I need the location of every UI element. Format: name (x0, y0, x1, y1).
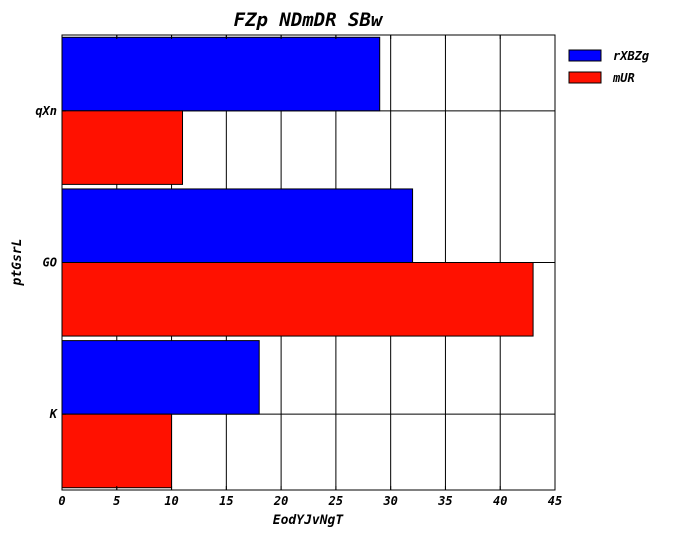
x-tick-label-3: 15 (219, 494, 233, 508)
y-tick-label-2: K (49, 407, 59, 421)
x-tick-label-4: 20 (273, 494, 288, 508)
x-axis-ticks: 0 5 10 15 20 25 30 35 40 45 (58, 35, 562, 508)
y-axis-label: ptGsrL (10, 239, 25, 287)
bar-rXBZg-K (61, 340, 260, 415)
x-axis-label: EodYJvNgT (273, 513, 345, 528)
bar-mUR-K (61, 413, 173, 489)
x-tick-label-1: 5 (113, 494, 120, 508)
x-tick-label-9: 45 (548, 494, 562, 508)
legend-label-rXBZg: rXBZg (613, 49, 649, 63)
bar-rXBZg-qXn (61, 36, 381, 112)
bar-mUR-GO (61, 262, 534, 337)
legend: rXBZg mUR (568, 49, 649, 85)
y-tick-label-1: GO (43, 256, 57, 270)
x-tick-label-6: 30 (382, 494, 397, 508)
bar-mUR-qXn (61, 110, 184, 185)
x-tick-label-0: 0 (58, 494, 65, 508)
x-tick-label-2: 10 (164, 494, 178, 508)
legend-label-mUR: mUR (612, 71, 635, 85)
x-tick-label-7: 35 (437, 494, 452, 508)
y-axis-ticks: qXn GO K (35, 104, 66, 421)
bars (61, 36, 534, 489)
bar-rXBZg-GO (61, 188, 414, 263)
legend-swatch-mUR (568, 71, 602, 84)
y-tick-label-0: qXn (35, 104, 57, 118)
x-tick-label-8: 40 (493, 494, 507, 508)
chart-title: FZp NDmDR SBw (234, 9, 384, 31)
legend-swatch-rXBZg (568, 49, 602, 62)
x-tick-label-5: 25 (328, 494, 343, 508)
